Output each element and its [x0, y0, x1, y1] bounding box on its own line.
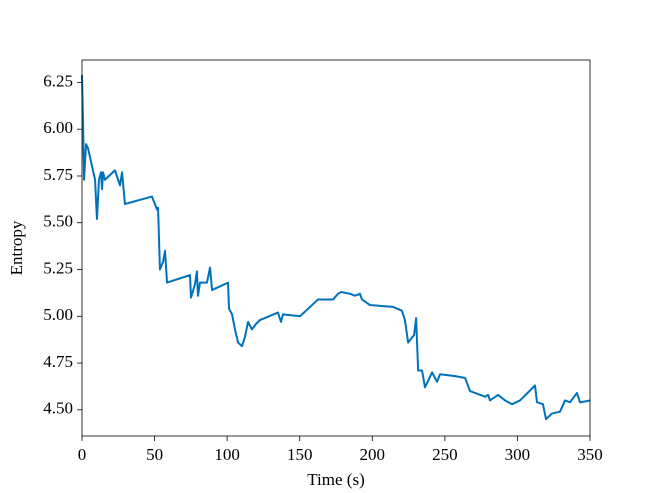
x-tick-label: 100 [214, 445, 240, 464]
x-tick-label: 250 [432, 445, 458, 464]
y-tick-label: 6.25 [43, 71, 73, 90]
x-tick-label: 300 [505, 445, 531, 464]
x-tick-label: 50 [146, 445, 163, 464]
y-tick-label: 4.50 [43, 399, 73, 418]
x-tick-label: 200 [360, 445, 386, 464]
y-axis-label: Entropy [7, 220, 26, 275]
y-tick-label: 5.00 [43, 305, 73, 324]
x-tick-label: 350 [577, 445, 603, 464]
y-tick-label: 5.75 [43, 165, 73, 184]
x-tick-label: 150 [287, 445, 313, 464]
x-axis-label: Time (s) [307, 470, 364, 489]
plot-frame [81, 59, 591, 437]
y-tick-label: 5.50 [43, 212, 73, 231]
y-tick-label: 5.25 [43, 258, 73, 277]
data-line [81, 74, 591, 421]
y-tick-label: 6.00 [43, 118, 73, 137]
y-tick-label: 4.75 [43, 352, 73, 371]
x-tick-label: 0 [78, 445, 87, 464]
